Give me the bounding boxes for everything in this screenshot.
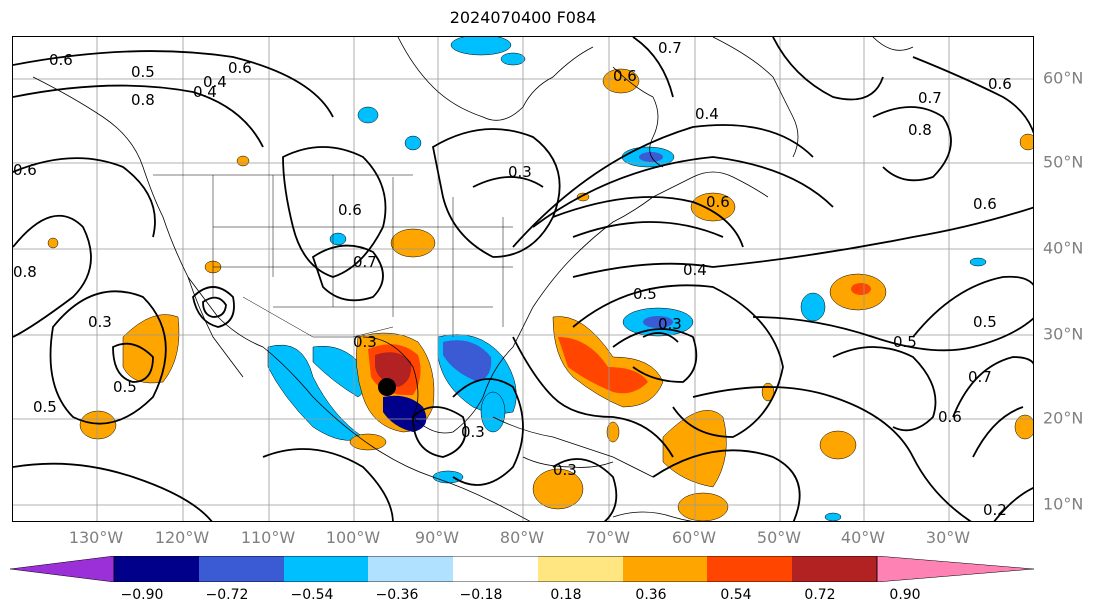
- latitude-label: 50°N: [1043, 152, 1084, 172]
- contours: [13, 37, 1033, 521]
- contour-label: 0.5: [113, 378, 137, 396]
- colorbar-bin: [453, 556, 538, 582]
- latitude-label: 30°N: [1043, 324, 1084, 344]
- colorbar-tick: 0.36: [635, 587, 667, 603]
- contour-label: 0.2: [983, 501, 1007, 519]
- longitude-label: 60°W: [671, 528, 717, 547]
- contour-label: 0.3: [658, 315, 682, 333]
- colorbar-tick: 0.72: [804, 587, 836, 603]
- contour-label: 0.7: [658, 39, 682, 57]
- contour-label: 0.4: [203, 73, 227, 91]
- longitude-label: 80°W: [499, 528, 545, 547]
- contour-label: 0.6: [973, 195, 997, 213]
- contour-label: 0.3: [353, 333, 377, 351]
- contour-label: 0.3: [461, 423, 485, 441]
- contour-label: 0.6: [228, 59, 252, 77]
- colorbar-bin: [284, 556, 368, 582]
- colorbar-tick: −0.90: [120, 587, 164, 603]
- coastlines: [32, 37, 914, 521]
- contour-label: 0.8: [131, 91, 155, 109]
- latitude-label: 10°N: [1043, 494, 1084, 514]
- contour-label: 0.4: [193, 83, 217, 101]
- shaded-anomalies: [47, 37, 1033, 521]
- colorbar-tick: −0.54: [290, 587, 334, 603]
- contour-label: 0.7: [968, 368, 992, 386]
- contour-label: 0.4: [683, 261, 707, 279]
- contour-label: 0.7: [918, 89, 942, 107]
- colorbar-tick: 0.54: [720, 587, 752, 603]
- contour-label: 0.3: [553, 461, 577, 479]
- contour-label: 0.3: [88, 313, 112, 331]
- colorbar-extend-low: [10, 556, 115, 582]
- contour-label: 0.6: [938, 408, 962, 426]
- graticule: [13, 37, 1033, 521]
- colorbar-bin: [707, 556, 792, 582]
- contour-label: 0.6: [338, 201, 362, 219]
- longitude-label: 30°W: [925, 528, 971, 547]
- contour-label: 0.6: [613, 67, 637, 85]
- contour-label: 0.6: [13, 161, 37, 179]
- longitude-label: 100°W: [325, 528, 381, 547]
- contour-label: 0.6: [706, 193, 730, 211]
- contour-label: 0.4: [695, 105, 719, 123]
- latitude-label: 40°N: [1043, 238, 1084, 258]
- colorbar-bin: [623, 556, 707, 582]
- colorbar-tick: 0.90: [889, 587, 921, 603]
- longitude-label: 40°W: [840, 528, 886, 547]
- longitude-label: 70°W: [585, 528, 631, 547]
- colorbar-bin: [368, 556, 453, 582]
- contour-label: 0.5: [893, 333, 917, 351]
- map-svg: 0.6 0.5 0.4 0.8 0.6 0.7 0.6 0.6 0.8 0.4 …: [13, 37, 1033, 521]
- contour-label: 0.5: [633, 285, 657, 303]
- contour-label: 0.5: [131, 63, 155, 81]
- colorbar-tick: −0.72: [205, 587, 249, 603]
- contour-label: 0.6: [988, 75, 1012, 93]
- colorbar-bin: [199, 556, 284, 582]
- colorbar: [10, 556, 1035, 582]
- contour-labels: 0.6 0.5 0.4 0.8 0.6 0.7 0.6 0.6 0.8 0.4 …: [13, 39, 1012, 519]
- colorbar-tick: 0.18: [550, 587, 582, 603]
- contour-label: 0.8: [908, 121, 932, 139]
- colorbar-bin: [114, 556, 199, 582]
- colorbar-tick: −0.18: [459, 587, 503, 603]
- contour-label: 0.5: [33, 398, 57, 416]
- contour-label: 0.7: [353, 253, 377, 271]
- contour-label: 0.6: [49, 51, 73, 69]
- contour-label: 0.8: [13, 263, 37, 281]
- longitude-label: 130°W: [68, 528, 124, 547]
- contour-label: 0.3: [508, 163, 532, 181]
- longitude-label: 120°W: [154, 528, 210, 547]
- longitude-label: 50°W: [756, 528, 802, 547]
- colorbar-bin: [538, 556, 623, 582]
- colorbar-tick: −0.36: [375, 587, 419, 603]
- longitude-label: 90°W: [414, 528, 460, 547]
- latitude-label: 60°N: [1043, 68, 1084, 88]
- political-borders: [153, 174, 513, 338]
- longitude-label: 110°W: [240, 528, 296, 547]
- map-title: 2024070400 F084: [449, 8, 597, 27]
- contour-label: 0.5: [973, 313, 997, 331]
- latitude-label: 20°N: [1043, 408, 1084, 428]
- colorbar-bin: [792, 556, 877, 582]
- map-panel: 0.6 0.5 0.4 0.8 0.6 0.7 0.6 0.6 0.8 0.4 …: [12, 36, 1034, 522]
- colorbar-extend-high: [876, 556, 1035, 582]
